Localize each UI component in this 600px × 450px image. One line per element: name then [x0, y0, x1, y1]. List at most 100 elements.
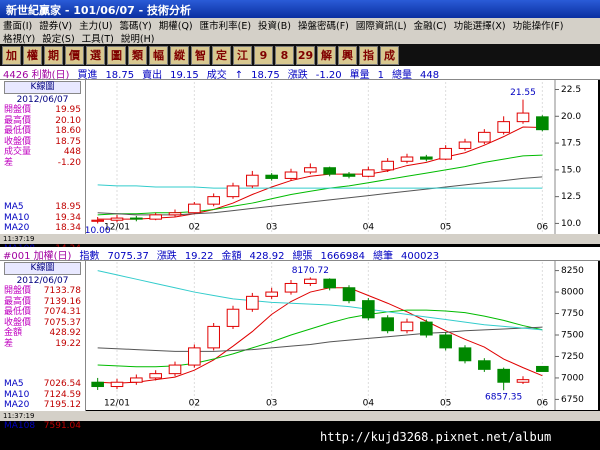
candle-body: [323, 167, 336, 175]
info-value: 20.10: [55, 115, 81, 126]
info-value: 18.60: [55, 126, 81, 136]
candle-body: [516, 379, 530, 383]
price-annotation: 8170.72: [292, 266, 329, 276]
info-row: 最低價 7074.31: [0, 307, 85, 318]
info-title: 2012/06/07: [16, 275, 69, 286]
info-row: 最低價 18.60: [0, 126, 85, 137]
ma-value: 19.34: [55, 212, 81, 223]
candle-body: [342, 287, 356, 302]
candle-body: [149, 214, 162, 220]
toolbar: 加權期價選圖類幅縱智定江 9 8 29 解興指成: [0, 44, 600, 66]
quote-header: #001 加權(日) 指數 7075.37 漲跌 19.22 金額 428.92 總張 1666…: [0, 247, 600, 262]
toolbar-button[interactable]: 指: [359, 46, 378, 65]
toolbar-button[interactable]: 加: [2, 46, 21, 65]
candle-body: [439, 334, 452, 349]
menu-item[interactable]: 功能操作(F): [512, 21, 564, 32]
info-value: 428.92: [49, 328, 82, 338]
menu-item[interactable]: 匯市利率(E): [199, 21, 252, 32]
info-panel: K線圖 2012/06/07 開盤價 19.95 最高價 20.10 最低價 18.60 收盤價…: [0, 80, 86, 254]
menu-item[interactable]: 畫面(I): [3, 21, 33, 32]
price-annotation: 6857.35: [485, 393, 522, 403]
toolbar-button[interactable]: 8: [275, 46, 294, 65]
toolbar-button[interactable]: 圖: [107, 46, 126, 65]
candle-body: [188, 203, 201, 214]
menu-item[interactable]: 功能選擇(X): [453, 21, 506, 32]
toolbar-button[interactable]: 成: [380, 46, 399, 65]
toolbar-button[interactable]: 智: [191, 46, 210, 65]
toolbar-button[interactable]: 9: [254, 46, 273, 65]
menu-item[interactable]: 籌碼(Y): [119, 21, 152, 32]
menu-item[interactable]: 證券(V): [39, 21, 73, 32]
toolbar-button[interactable]: 縱: [170, 46, 189, 65]
info-row: 最高價 7139.16: [0, 297, 85, 308]
menu-item[interactable]: 設定(S): [42, 34, 75, 45]
quote-field: ↑: [234, 70, 244, 81]
info-row: 開盤價 19.95: [0, 105, 85, 116]
toolbar-button[interactable]: 幅: [149, 46, 168, 65]
candle-body: [168, 212, 182, 216]
ma-label: MA5: [4, 379, 24, 389]
toolbar-button[interactable]: 定: [212, 46, 231, 65]
info-label: 最低價: [4, 307, 32, 317]
toolbar-button[interactable]: 興: [338, 46, 357, 65]
candle-body: [265, 291, 278, 297]
info-value: -1.20: [57, 157, 81, 168]
y-tick-label: 6750: [561, 395, 584, 405]
candle-body: [439, 147, 452, 160]
toolbar-button[interactable]: 29: [296, 46, 315, 65]
info-label: 收盤價: [4, 317, 32, 328]
info-label: 開盤價: [4, 105, 32, 115]
y-tick-label: 7750: [561, 309, 584, 319]
moving-average-line: [97, 287, 543, 384]
candle-body: [246, 174, 259, 187]
y-tick-label: 7250: [561, 352, 584, 362]
status-bar: 11:37:19: [0, 234, 600, 244]
x-tick-label: 02: [189, 223, 200, 233]
menu-item[interactable]: 工具(T): [81, 34, 114, 45]
candle-body: [207, 196, 220, 205]
info-panel: K線圖 2012/06/07 開盤價 7133.78 最高價 7139.16 最低價 7074…: [0, 261, 86, 431]
quote-field: 18.75: [105, 70, 135, 81]
info-title: 2012/06/07: [16, 94, 69, 105]
quote-field: 19.22: [184, 251, 214, 262]
toolbar-button[interactable]: 解: [317, 46, 336, 65]
info-label: 最低價: [4, 126, 32, 136]
info-value: 18.75: [55, 136, 81, 147]
status-bar: 11:37:19: [0, 411, 600, 421]
menu-item[interactable]: 格視(Y): [3, 34, 36, 45]
menu-item[interactable]: 投資(B): [258, 21, 291, 32]
candle-body: [323, 278, 336, 289]
menu-item[interactable]: 主力(U): [79, 21, 113, 32]
x-tick-label: 06: [537, 223, 549, 233]
toolbar-button[interactable]: 類: [128, 46, 147, 65]
toolbar-button[interactable]: 江: [233, 46, 252, 65]
quote-field: 總張: [292, 251, 313, 262]
toolbar-button[interactable]: 權: [23, 46, 42, 65]
quote-field: 成交: [206, 70, 227, 81]
candle-body: [226, 308, 240, 327]
toolbar-button[interactable]: 選: [86, 46, 105, 65]
ma-value: 18.34: [55, 223, 81, 233]
toolbar-button[interactable]: 價: [65, 46, 84, 65]
info-title: K線圖: [4, 262, 81, 275]
x-tick-label: 06: [537, 399, 549, 409]
menu-item[interactable]: 金融(C): [413, 21, 447, 32]
spacer: [0, 168, 85, 202]
menu-item[interactable]: 說明(H): [120, 34, 155, 45]
ma-row: MA10 7124.59: [0, 390, 85, 401]
candle-body: [284, 282, 298, 293]
candle-body: [478, 131, 491, 143]
candle-body: [362, 300, 375, 319]
x-tick-label: 03: [266, 399, 277, 409]
ma-row: MA10 19.34: [0, 213, 85, 224]
menu-item[interactable]: 操盤密碼(F): [297, 21, 349, 32]
quote-field: #001 加權(日): [3, 251, 72, 262]
toolbar-button[interactable]: 期: [44, 46, 63, 65]
menu-item[interactable]: 國際資訊(L): [355, 21, 407, 32]
ma-row: MA5 18.95: [0, 202, 85, 213]
menu-item[interactable]: 期權(Q): [158, 21, 193, 32]
moving-average-line: [97, 326, 543, 352]
ma-value: 7195.12: [43, 400, 81, 410]
price-annotation: 21.55: [510, 88, 536, 98]
